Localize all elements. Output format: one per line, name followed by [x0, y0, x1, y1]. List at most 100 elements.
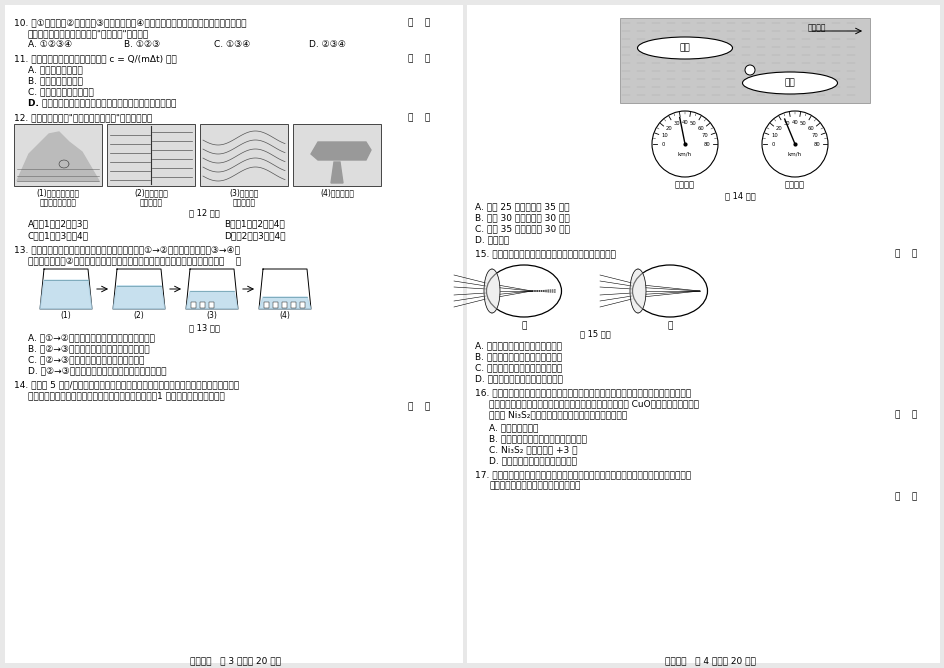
Text: 10: 10: [770, 133, 777, 138]
Text: 80: 80: [703, 142, 710, 146]
Text: B. 比热跟质量成反比: B. 比热跟质量成反比: [28, 76, 83, 85]
Polygon shape: [186, 291, 238, 309]
Polygon shape: [191, 302, 195, 308]
Text: 17. 如图所示，几个完全相同的条形磁铁叠放在水平桌面上，关于比较甲、乙两图中桌面: 17. 如图所示，几个完全相同的条形磁铁叠放在水平桌面上，关于比较甲、乙两图中桌…: [475, 470, 690, 479]
Text: 科学试卷   第 3 页（共 20 页）: 科学试卷 第 3 页（共 20 页）: [190, 656, 280, 665]
Text: （    ）: （ ）: [408, 113, 430, 122]
Text: 12. 下列现象能支持"地壳是在不断运动"这一观点的是: 12. 下列现象能支持"地壳是在不断运动"这一观点的是: [14, 113, 152, 122]
Polygon shape: [330, 162, 343, 183]
Bar: [14, 124, 102, 186]
Text: 10. 在①氧化铁、②金属锌、③碳酸氢化钠、④氯化钡溶液四种物质中，跟稀硫酸、稀盐酸: 10. 在①氧化铁、②金属锌、③碳酸氢化钠、④氯化钡溶液四种物质中，跟稀硫酸、稀…: [14, 18, 246, 27]
Text: 13. 如图所示为蒸发氯化钠溶液的实验过程图，其中①→②为恒温蒸发过程，③→④为: 13. 如图所示为蒸发氯化钠溶液的实验过程图，其中①→②为恒温蒸发过程，③→④为: [14, 245, 240, 254]
Text: 10: 10: [661, 133, 667, 138]
Text: 0: 0: [661, 142, 664, 146]
Polygon shape: [40, 280, 92, 309]
Text: B．（1）（2）（4）: B．（1）（2）（4）: [224, 219, 284, 228]
Text: B. 乙为近视眼，可佩戴凸透镜矫正: B. 乙为近视眼，可佩戴凸透镜矫正: [475, 352, 562, 361]
Ellipse shape: [742, 72, 836, 94]
Text: 都能发生反应且反应中表现了"酸的通性"的组合是: 都能发生反应且反应中表现了"酸的通性"的组合是: [28, 29, 149, 38]
Text: 60: 60: [806, 126, 813, 131]
Text: D. 吸收或放出的热量跟质量与温度变化的乘积之比是个恒量: D. 吸收或放出的热量跟质量与温度变化的乘积之比是个恒量: [28, 98, 177, 107]
Polygon shape: [263, 302, 269, 308]
Text: （    ）: （ ）: [894, 410, 917, 419]
Text: C. Ni₃S₂ 中镍元素是 +3 价: C. Ni₃S₂ 中镍元素是 +3 价: [488, 445, 577, 454]
Text: B. ①②③: B. ①②③: [124, 40, 160, 49]
Text: 80: 80: [813, 142, 819, 146]
Text: 40: 40: [681, 120, 687, 124]
Text: D. 无法确定: D. 无法确定: [475, 235, 509, 244]
Text: 11. 对于同一物质的某种物质，根据 c = Q/(mΔt) 得知: 11. 对于同一物质的某种物质，根据 c = Q/(mΔt) 得知: [14, 54, 177, 63]
Text: (4): (4): [279, 311, 290, 320]
Ellipse shape: [486, 265, 561, 317]
Ellipse shape: [637, 37, 732, 59]
Polygon shape: [273, 302, 278, 308]
Text: 乙船速度: 乙船速度: [784, 180, 804, 189]
Text: km/h: km/h: [677, 152, 691, 157]
Text: A. 甲船 25 千米，乙船 35 千米: A. 甲船 25 千米，乙船 35 千米: [475, 202, 569, 211]
Text: A. 比热跟热量成正比: A. 比热跟热量成正比: [28, 65, 83, 74]
Text: C. 甲船 35 千米，乙船 30 千米: C. 甲船 35 千米，乙船 30 千米: [475, 224, 569, 233]
Circle shape: [744, 65, 754, 75]
Text: (2)断壁上岩层
断裂的痕迹: (2)断壁上岩层 断裂的痕迹: [134, 188, 168, 207]
Text: 第 14 题图: 第 14 题图: [724, 191, 754, 200]
Text: (4)风蚀的岩石: (4)风蚀的岩石: [320, 188, 354, 197]
Text: D. 硫铜矿加水炭共热能生成单质铜: D. 硫铜矿加水炭共热能生成单质铜: [488, 456, 576, 465]
Text: 50: 50: [800, 121, 806, 126]
Polygon shape: [259, 297, 311, 309]
Polygon shape: [299, 302, 305, 308]
Text: 是铜、锌、镍等金属单质，炼制时需要黄铜矿（主要成分是 CuO）、硫化镍矿（主要: 是铜、锌、镍等金属单质，炼制时需要黄铜矿（主要成分是 CuO）、硫化镍矿（主要: [488, 399, 699, 408]
Text: B. 盅的样品在足量稀盐酸中能全部溶解: B. 盅的样品在足量稀盐酸中能全部溶解: [488, 434, 586, 443]
Bar: [293, 124, 380, 186]
Text: D. ②③④: D. ②③④: [309, 40, 346, 49]
Circle shape: [651, 111, 717, 177]
Text: C. 甲为近视眼、可佩戴凸透镜矫正: C. 甲为近视眼、可佩戴凸透镜矫正: [475, 363, 562, 372]
Text: 第 13 题图: 第 13 题图: [189, 323, 219, 332]
Text: 甲船: 甲船: [679, 43, 690, 53]
Text: （    ）: （ ）: [894, 492, 917, 501]
Text: 50: 50: [689, 121, 696, 126]
Text: 甲船速度: 甲船速度: [674, 180, 694, 189]
Polygon shape: [17, 132, 99, 181]
Text: 60: 60: [697, 126, 703, 131]
Text: B. 甲船 30 千米，乙船 30 千米: B. 甲船 30 千米，乙船 30 千米: [475, 213, 569, 222]
Text: 成分是 Ni₃S₂）等多种矿物，下列有关说法不正确的是: 成分是 Ni₃S₂）等多种矿物，下列有关说法不正确的是: [488, 410, 627, 419]
Text: 16. 有一种在苗疆里称为盅的银白色铜合金，是古代云南、四川地区的特产，其主要成分: 16. 有一种在苗疆里称为盅的银白色铜合金，是古代云南、四川地区的特产，其主要成…: [475, 388, 690, 397]
Text: C. 比热跟温度变化成反比: C. 比热跟温度变化成反比: [28, 87, 93, 96]
Text: 水流方向: 水流方向: [807, 23, 826, 32]
Text: 乙: 乙: [666, 321, 672, 330]
Text: A．（1）（2）（3）: A．（1）（2）（3）: [28, 219, 89, 228]
Text: 科学试卷   第 4 页（共 20 页）: 科学试卷 第 4 页（共 20 页）: [664, 656, 754, 665]
Text: （    ）: （ ）: [408, 402, 430, 411]
Text: 第 15 题图: 第 15 题图: [579, 329, 610, 338]
Polygon shape: [113, 286, 165, 309]
Polygon shape: [311, 142, 371, 160]
Bar: [619, 18, 869, 103]
Text: 甲: 甲: [521, 321, 526, 330]
Circle shape: [761, 111, 827, 177]
Text: （    ）: （ ）: [894, 249, 917, 258]
Text: 升温蒸发过程，②溶液恰好为饱和状态，分析实验过程，可以作出的正确判断是（    ）: 升温蒸发过程，②溶液恰好为饱和状态，分析实验过程，可以作出的正确判断是（ ）: [28, 256, 241, 265]
Text: （    ）: （ ）: [408, 18, 430, 27]
Polygon shape: [291, 302, 295, 308]
Polygon shape: [630, 269, 646, 313]
Text: (3)采石场上
弯曲的岩层: (3)采石场上 弯曲的岩层: [229, 188, 259, 207]
Text: km/h: km/h: [787, 152, 801, 157]
Text: A. 盅属于金属材料: A. 盅属于金属材料: [488, 423, 538, 432]
Text: 30: 30: [783, 121, 789, 126]
Text: D. 在②→③过程中，氯化钠的质量分数先不变后增大: D. 在②→③过程中，氯化钠的质量分数先不变后增大: [28, 366, 166, 375]
Text: 40: 40: [791, 120, 798, 124]
Bar: [200, 124, 288, 186]
Text: (1): (1): [60, 311, 72, 320]
Text: 15. 关于近视和远视的成因如图所示，下列说法正确的是: 15. 关于近视和远视的成因如图所示，下列说法正确的是: [475, 249, 615, 258]
Polygon shape: [200, 302, 205, 308]
Polygon shape: [483, 269, 499, 313]
Bar: [466, 5, 939, 663]
Text: A. 甲为近视眼，可佩戴凸透镜矫正: A. 甲为近视眼，可佩戴凸透镜矫正: [475, 341, 562, 350]
Polygon shape: [209, 302, 213, 308]
Text: 以如图所示速度计上显示的速度分别逆流、顺流而行，1 小时后两船离木桶的距离: 以如图所示速度计上显示的速度分别逆流、顺流而行，1 小时后两船离木桶的距离: [28, 391, 225, 400]
Text: C. ①③④: C. ①③④: [213, 40, 250, 49]
Text: C. 在②→③过程中，水的质量分数不断增大: C. 在②→③过程中，水的质量分数不断增大: [28, 355, 144, 364]
Text: 0: 0: [770, 142, 774, 146]
Polygon shape: [281, 302, 287, 308]
Text: 受到的压力的大小，下列说法正确的是: 受到的压力的大小，下列说法正确的是: [488, 481, 580, 490]
